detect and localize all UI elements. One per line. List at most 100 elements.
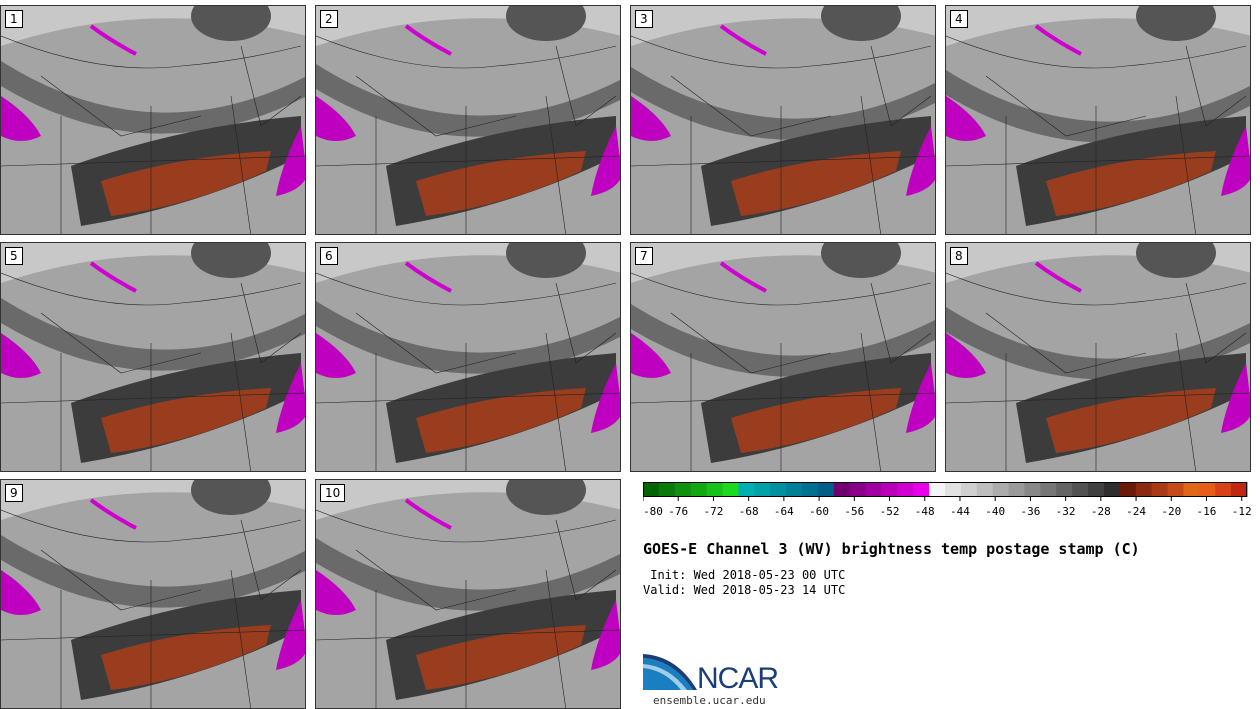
- boundary-line: [555, 282, 617, 364]
- colorbar-swatch: [913, 482, 930, 497]
- warm-region: [101, 151, 271, 216]
- dry-band: [946, 70, 1250, 143]
- colorbar-tick-label: -68: [739, 505, 759, 518]
- boundary-line: [631, 272, 932, 306]
- dry-band: [1, 61, 305, 134]
- wv-map: [946, 243, 1250, 471]
- warm-region: [1046, 151, 1216, 216]
- stamp-panel-8: 8: [945, 242, 1251, 472]
- colorbar-tick-label: -52: [880, 505, 900, 518]
- colorbar-tick-label: -64: [774, 505, 794, 518]
- boundary-line: [40, 549, 202, 611]
- boundary-line: [240, 519, 302, 601]
- boundary-line: [40, 312, 202, 374]
- cold-cloud-east: [1221, 363, 1250, 433]
- boundary-line: [316, 35, 617, 69]
- colorbar-border: [643, 482, 1247, 497]
- wv-map: [1, 6, 305, 234]
- colorbar-tick-label: -76: [668, 505, 688, 518]
- colorbar-swatch: [1024, 482, 1041, 497]
- colorbar-tick-label: -28: [1091, 505, 1111, 518]
- dry-band: [1, 298, 305, 371]
- boundary-line: [860, 332, 882, 471]
- colorbar-swatch: [1008, 482, 1025, 497]
- panel-number: 10: [320, 484, 346, 502]
- stamp-panel-7: 7: [630, 242, 936, 472]
- colorbar-swatch: [833, 482, 851, 497]
- cold-cloud-west: [1, 333, 41, 378]
- boundary-line: [946, 155, 1250, 167]
- boundary-line: [946, 35, 1247, 69]
- boundary-line: [631, 35, 932, 69]
- wv-map: [946, 6, 1250, 234]
- cold-cloud-west: [946, 96, 986, 141]
- colorbar-swatch: [849, 482, 867, 497]
- wv-map: [1, 243, 305, 471]
- boundary-line: [230, 569, 252, 708]
- colorbar-swatch: [1183, 482, 1200, 497]
- cold-streak: [1034, 24, 1082, 56]
- colorbar-swatch: [881, 482, 898, 497]
- colorbar-swatch: [770, 482, 787, 497]
- panel-number: 2: [320, 10, 338, 28]
- colorbar-swatch: [1167, 482, 1184, 497]
- wv-map: [316, 480, 620, 708]
- colorbar-swatch: [722, 482, 739, 497]
- boundary-line: [946, 272, 1247, 306]
- boundary-line: [1, 509, 302, 543]
- boundary-line: [1, 629, 305, 641]
- colorbar-tick-label: -20: [1161, 505, 1181, 518]
- colorbar-tick-label: -60: [809, 505, 829, 518]
- warm-region: [731, 388, 901, 453]
- boundary-line: [316, 629, 620, 641]
- init-time: Init: Wed 2018-05-23 00 UTC: [643, 568, 846, 582]
- warm-region: [416, 151, 586, 216]
- cold-cloud-east: [1221, 126, 1250, 196]
- colorbar-swatch: [738, 482, 755, 497]
- panel-number: 5: [5, 247, 23, 265]
- colorbar-swatch: [1072, 482, 1089, 497]
- cold-streak: [719, 24, 767, 56]
- dark-low: [191, 243, 271, 278]
- boundary-line: [355, 312, 517, 374]
- colorbar-swatch: [1215, 482, 1232, 497]
- boundary-line: [1175, 95, 1197, 234]
- dry-band: [316, 301, 620, 374]
- boundary-line: [1185, 282, 1247, 364]
- stamp-panel-2: 2: [315, 5, 621, 235]
- colorbar-swatch: [945, 482, 962, 497]
- cold-cloud-west: [316, 96, 356, 141]
- dark-low: [1136, 6, 1216, 41]
- boundary-line: [1175, 332, 1197, 471]
- colorbar-swatch: [786, 482, 803, 497]
- colorbar-swatch: [817, 482, 835, 497]
- warm-region: [101, 625, 271, 690]
- colorbar-tick-label: -72: [703, 505, 723, 518]
- dry-band: [316, 538, 620, 611]
- boundary-line: [1, 155, 305, 167]
- boundary-line: [555, 519, 617, 601]
- wv-map: [631, 243, 935, 471]
- cold-cloud-east: [906, 126, 935, 196]
- colorbar-tick-label: -32: [1056, 505, 1076, 518]
- colorbar-swatch: [865, 482, 882, 497]
- boundary-line: [985, 75, 1147, 137]
- cold-streak: [404, 498, 452, 530]
- colorbar-swatch: [976, 482, 994, 497]
- wv-map: [316, 6, 620, 234]
- boundary-line: [1, 35, 302, 69]
- boundary-line: [670, 312, 832, 374]
- colorbar-swatch: [1088, 482, 1105, 497]
- colorbar-swatch: [1231, 482, 1248, 497]
- stamp-panel-1: 1: [0, 5, 306, 235]
- warm-region: [731, 151, 901, 216]
- colorbar-swatch: [992, 482, 1010, 497]
- boundary-line: [240, 45, 302, 127]
- cold-cloud-west: [1, 570, 41, 615]
- dark-low: [506, 480, 586, 515]
- cold-cloud-east: [591, 363, 620, 433]
- boundary-line: [40, 75, 202, 137]
- boundary-line: [230, 95, 252, 234]
- colorbar-tick-label: -40: [985, 505, 1005, 518]
- dry-band: [1, 535, 305, 608]
